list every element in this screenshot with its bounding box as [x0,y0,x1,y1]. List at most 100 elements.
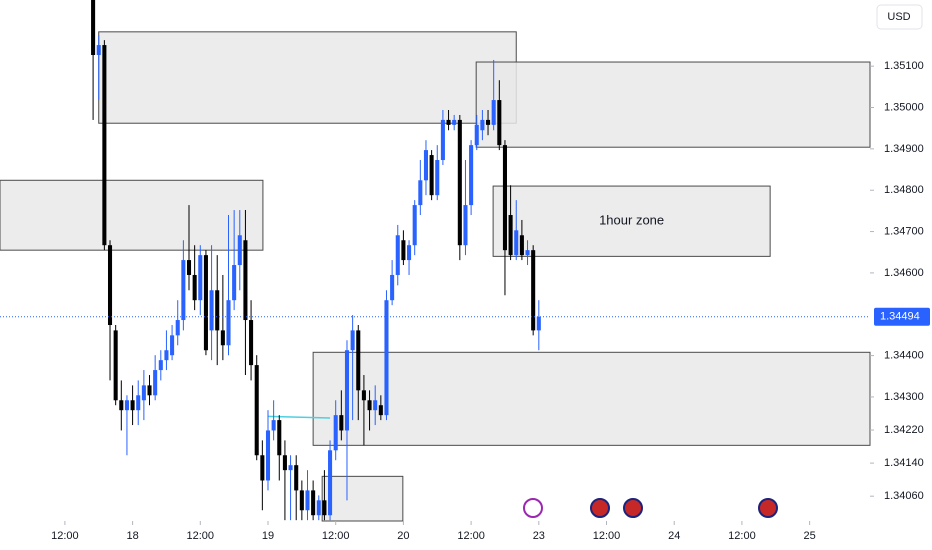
currency-box[interactable] [876,4,923,30]
candle-body [220,330,225,346]
y-tick-label: 1.34400 [884,350,924,362]
zone [321,475,404,522]
candle-body [158,360,163,371]
zone [492,185,771,257]
x-tick-label: 12:00 [322,530,350,542]
x-tick-label: 25 [804,530,816,542]
y-tick-label: 1.34220 [884,424,924,436]
candle-body [514,230,519,256]
axes: 1.35100 1.35000 1.34900 1.34800 1.34700 1.346… [51,60,930,542]
y-tick-label: 1.34700 [884,225,924,237]
candle-body [102,45,107,246]
candle-body [508,215,513,256]
candle-body [113,330,118,401]
candle-body [423,150,429,181]
candle-body [486,119,491,125]
candle-body [361,390,366,401]
x-tick-label: 24 [668,530,680,542]
candle-body [390,274,395,301]
candle-body [209,290,214,331]
trendline [267,415,331,419]
candle-body [175,320,180,336]
candle-body [181,260,186,321]
candle-body [536,316,541,331]
y-tick-label: 1.34060 [884,490,924,502]
y-tick-label: 1.34140 [884,457,924,469]
candle-body [237,235,242,266]
x-tick-label: 12:00 [457,530,485,542]
candle-body [457,119,462,246]
candle-body [333,415,338,451]
y-tick-label: 1.35000 [884,101,924,113]
candle-body [384,300,389,416]
candle-body [531,250,536,331]
candle-body [147,385,152,396]
x-tick-label: 23 [533,530,545,542]
candle-body [136,395,141,411]
candle-body [141,385,146,401]
candle-body [288,465,293,471]
y-tick-label: 1.34300 [884,391,924,403]
currency: USD [887,11,910,23]
candle-body [401,240,406,261]
candle-body [463,205,468,246]
x-tick-label: 18 [126,530,138,542]
candle-body [265,430,271,481]
candle-body [435,160,440,196]
candle-body [469,145,474,206]
candle-body [356,330,361,391]
candle-body [480,119,485,131]
zone-label: 1hour zone [599,213,664,228]
candle-body [249,320,254,366]
candle-body [440,119,445,161]
candle-body [407,245,412,261]
event-icon[interactable] [758,498,778,518]
candle-body [519,235,524,256]
zone [98,31,517,124]
event-icon[interactable] [590,498,610,518]
candle-body [170,335,175,356]
last-price-label: 1.34494 [880,311,920,323]
candle-body [215,290,220,331]
x-tick-label: 12:00 [187,530,215,542]
candle-body [378,405,383,416]
candle-body [91,0,96,55]
candle-body [502,145,507,251]
candle-body [192,274,197,301]
candle-body [107,245,113,326]
candle-body [203,255,208,351]
candle-body [446,119,451,125]
zone [312,351,871,446]
candle-body [322,500,327,516]
candle-body [226,300,231,346]
zones: 1hour zone [0,31,871,522]
x-tick-label: 20 [397,530,409,542]
candle-body [525,250,530,256]
candle-body [316,500,321,516]
candle-body [198,255,203,301]
candle-body [328,450,333,516]
y-tick-label: 1.35100 [884,60,924,72]
candle-body [418,180,423,206]
candle-body [305,490,310,511]
candle-body [339,415,344,431]
candle-body [367,400,372,411]
candle-body [373,400,378,411]
event-icon[interactable] [523,498,543,518]
zone [475,61,871,148]
x-tick-label: 12:00 [593,530,621,542]
candle-body [474,124,479,146]
x-tick-label: 12:00 [728,530,756,542]
candle-body [429,155,434,196]
candle-body [350,330,355,351]
candle-body [299,490,304,511]
candle-body [452,119,457,125]
y-tick-label: 1.34600 [884,267,924,279]
candle-body [260,455,265,481]
y-tick-label: 1.34900 [884,143,924,155]
x-tick-label: 19 [262,530,274,542]
candle-body [395,235,400,275]
event-icon[interactable] [623,498,643,518]
candle-body [491,100,496,125]
